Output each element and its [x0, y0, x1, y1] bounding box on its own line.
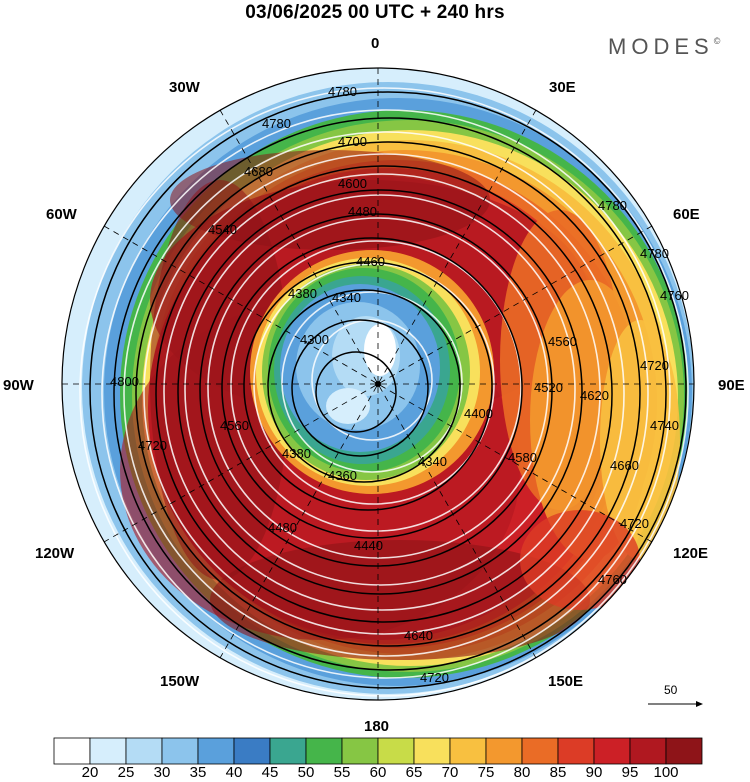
contour-label: 4480: [268, 520, 297, 535]
contour-label: 4700: [338, 134, 367, 149]
contour-label: 4360: [328, 468, 357, 483]
colorbar-swatch: [197, 737, 235, 765]
contour-label: 4560: [548, 334, 577, 349]
lon-label-30w: 30W: [169, 79, 200, 96]
colorbar-swatch: [593, 737, 631, 765]
lon-label-150e: 150E: [548, 673, 584, 690]
contour-label: 4720: [640, 358, 669, 373]
brand-logo: MODES©: [608, 34, 721, 59]
contour-label: 4780: [328, 84, 357, 99]
colorbar-swatch: [377, 737, 415, 765]
colorbar-tick-label: 45: [261, 764, 279, 781]
lon-label-150w: 150W: [160, 673, 200, 690]
lon-label-90e: 90E: [718, 377, 745, 394]
colorbar-swatch: [161, 737, 199, 765]
contour-label: 4400: [464, 406, 493, 421]
colorbar-tick-label: 30: [153, 764, 171, 781]
colorbar-tick-label: 40: [225, 764, 243, 781]
contour-label: 4540: [208, 222, 237, 237]
colorbar-tick-label: 80: [513, 764, 531, 781]
contour-label: 4760: [598, 572, 627, 587]
colorbar-tick-label: 90: [585, 764, 603, 781]
colorbar-swatch: [125, 737, 163, 765]
contour-label: 4620: [580, 388, 609, 403]
contour-label: 4720: [420, 670, 449, 685]
contour-label: 4580: [508, 450, 537, 465]
contour-label: 4300: [300, 332, 329, 347]
contour-label: 4480: [348, 204, 377, 219]
colorbar-swatch: [521, 737, 559, 765]
contour-label: 4380: [282, 446, 311, 461]
map-boundary: [61, 67, 695, 701]
contour-label: 4560: [220, 418, 249, 433]
contour-label: 4600: [338, 176, 367, 191]
colorbar-swatch: [557, 737, 595, 765]
contour-label: 4720: [620, 516, 649, 531]
contour-label: 4780: [640, 246, 669, 261]
contour-label: 4440: [354, 538, 383, 553]
colorbar-swatch: [449, 737, 487, 765]
colorbar-swatch: [269, 737, 307, 765]
contour-label: 4380: [288, 286, 317, 301]
colorbar-tick-label: 20: [81, 764, 99, 781]
reference-vector-label: 50: [664, 683, 678, 697]
contour-label: 4660: [610, 458, 639, 473]
lon-label-60e: 60E: [673, 206, 700, 223]
contour-label: 4760: [660, 288, 689, 303]
colorbar-tick-label: 100: [653, 764, 679, 781]
map-title: 03/06/2025 00 UTC + 240 hrs: [245, 2, 505, 23]
colorbar-swatch: [341, 737, 379, 765]
contour-label: 4780: [262, 116, 291, 131]
colorbar-swatch: [665, 737, 703, 765]
colorbar-swatch: [89, 737, 127, 765]
contour-label: 4460: [356, 254, 385, 269]
contour-label: 4720: [138, 438, 167, 453]
lon-label-0: 0: [371, 35, 380, 52]
lon-label-120e: 120E: [673, 545, 709, 562]
colorbar-tick-label: 75: [477, 764, 495, 781]
colorbar-tick-label: 95: [621, 764, 639, 781]
colorbar-labels: 20 25 30 35 40 45 50 55 60 65 70 75 80 85 90 95 100: [0, 764, 750, 782]
colorbar-swatch: [233, 737, 271, 765]
contour-label: 4780: [598, 198, 627, 213]
colorbar-tick-label: 60: [369, 764, 387, 781]
colorbar-swatch: [305, 737, 343, 765]
contour-label: 4520: [534, 380, 563, 395]
colorbar: [53, 737, 703, 765]
contour-label: 4640: [404, 628, 433, 643]
colorbar-swatch: [629, 737, 667, 765]
colorbar-tick-label: 50: [297, 764, 315, 781]
colorbar-swatch: [413, 737, 451, 765]
lon-label-90w: 90W: [3, 377, 34, 394]
colorbar-tick-label: 55: [333, 764, 351, 781]
contour-label: 4740: [650, 418, 679, 433]
north-pole-marker: [375, 381, 381, 387]
colorbar-tick-label: 85: [549, 764, 567, 781]
height-contours: [89, 91, 687, 689]
colorbar-tick-label: 25: [117, 764, 135, 781]
contour-label: 4680: [244, 164, 273, 179]
contour-label: 4340: [332, 290, 361, 305]
lon-label-60w: 60W: [46, 206, 77, 223]
lon-label-180: 180: [364, 718, 390, 735]
contour-label: 4340: [418, 454, 447, 469]
lon-label-120w: 120W: [35, 545, 75, 562]
colorbar-swatch: [485, 737, 523, 765]
colorbar-tick-label: 35: [189, 764, 207, 781]
colorbar-tick-label: 70: [441, 764, 459, 781]
lon-label-30e: 30E: [549, 79, 576, 96]
streamlines: [79, 87, 689, 697]
colorbar-swatch: [53, 737, 91, 765]
colorbar-tick-label: 65: [405, 764, 423, 781]
contour-label: 4800: [110, 374, 139, 389]
